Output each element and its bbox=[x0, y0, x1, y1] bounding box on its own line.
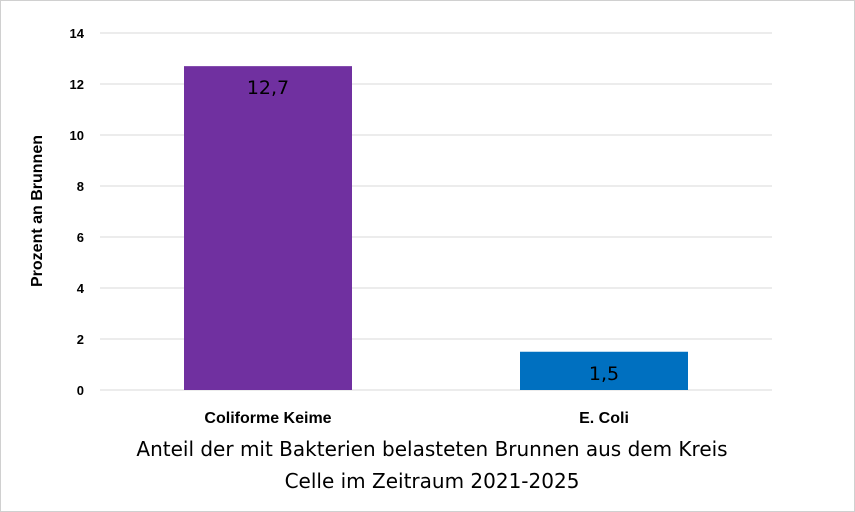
y-tick-label: 14 bbox=[70, 26, 85, 41]
y-tick-label: 6 bbox=[77, 230, 84, 245]
x-axis-title-line-1: Anteil der mit Bakterien belasteten Brun… bbox=[136, 437, 727, 461]
y-axis-title: Prozent an Brunnen bbox=[29, 135, 46, 287]
bars bbox=[184, 66, 688, 391]
category-labels: Coliforme Keime E. Coli bbox=[204, 410, 628, 427]
x-axis-title-line-2: Celle im Zeitraum 2021-2025 bbox=[285, 469, 580, 493]
y-tick-label: 4 bbox=[77, 281, 85, 296]
bar bbox=[184, 66, 352, 391]
y-tick-label: 2 bbox=[77, 332, 84, 347]
y-tick-label: 8 bbox=[77, 179, 84, 194]
y-tick-label: 12 bbox=[70, 77, 84, 92]
category-label: Coliforme Keime bbox=[204, 410, 331, 427]
category-label: E. Coli bbox=[579, 410, 629, 427]
data-label: 1,5 bbox=[589, 363, 619, 385]
data-labels: 12,7 1,5 bbox=[247, 77, 619, 385]
y-tick-labels: 0 2 4 6 8 10 12 14 bbox=[70, 26, 85, 398]
y-tick-label: 10 bbox=[70, 128, 84, 143]
data-label: 12,7 bbox=[247, 77, 289, 99]
bar bbox=[520, 351, 688, 390]
y-tick-label: 0 bbox=[77, 383, 84, 398]
